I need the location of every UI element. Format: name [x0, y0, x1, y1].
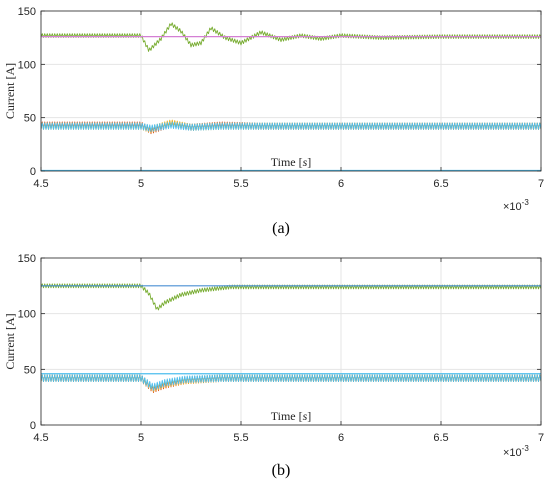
x-axis-exponent: ×10-3: [503, 444, 529, 459]
y-tick-label: 100: [18, 59, 36, 71]
x-tick-label: 6: [338, 178, 344, 190]
y-tick-label: 50: [24, 113, 36, 125]
x-tick-label: 5.5: [233, 178, 248, 190]
plot-area: [41, 11, 541, 171]
y-tick-label: 150: [18, 253, 36, 265]
x-axis-label: Time [s]: [271, 155, 312, 169]
series-group: [41, 22, 541, 171]
y-axis-label: Current [A]: [3, 313, 17, 369]
chart-panel-a: 4.5 5 5.5 6 6.5 7 0 50 100 150 Time [s] Current [A]…: [3, 6, 544, 237]
x-tick-label: 5: [138, 432, 144, 444]
panel-caption: (b): [272, 462, 291, 479]
series-group: [41, 283, 541, 393]
x-tick-label: 6.5: [433, 432, 448, 444]
x-axis-label: Time [s]: [271, 409, 312, 423]
x-axis-exponent: ×10-3: [503, 198, 529, 213]
x-tick-label: 6: [338, 432, 344, 444]
x-tick-label: 5.5: [233, 432, 248, 444]
y-tick-label: 0: [30, 166, 36, 178]
y-tick-label: 0: [30, 420, 36, 432]
y-tick-label: 150: [18, 6, 36, 18]
plot-area: [41, 258, 541, 425]
y-axis-label: Current [A]: [3, 63, 17, 119]
x-tick-label: 7: [538, 178, 544, 190]
series-line-4: [41, 374, 541, 391]
series-line-4: [41, 121, 541, 132]
y-tick-label: 100: [18, 309, 36, 321]
x-tick-label: 7: [538, 432, 544, 444]
y-tick-label: 50: [24, 364, 36, 376]
x-tick-label: 4.5: [33, 432, 48, 444]
x-tick-label: 5: [138, 178, 144, 190]
chart-panel-b: 4.5 5 5.5 6 6.5 7 0 50 100 150 Time [s] Current [A]…: [3, 253, 544, 479]
axes-box: [40, 257, 542, 426]
x-tick-label: 6.5: [433, 178, 448, 190]
series-line-1: [41, 22, 541, 52]
panel-caption: (a): [272, 220, 290, 237]
axes-box: [40, 10, 542, 172]
x-tick-label: 4.5: [33, 178, 48, 190]
